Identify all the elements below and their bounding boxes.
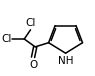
Text: Cl: Cl — [26, 18, 36, 28]
Text: O: O — [29, 60, 37, 70]
Text: Cl: Cl — [1, 34, 11, 44]
Text: NH: NH — [58, 56, 73, 66]
